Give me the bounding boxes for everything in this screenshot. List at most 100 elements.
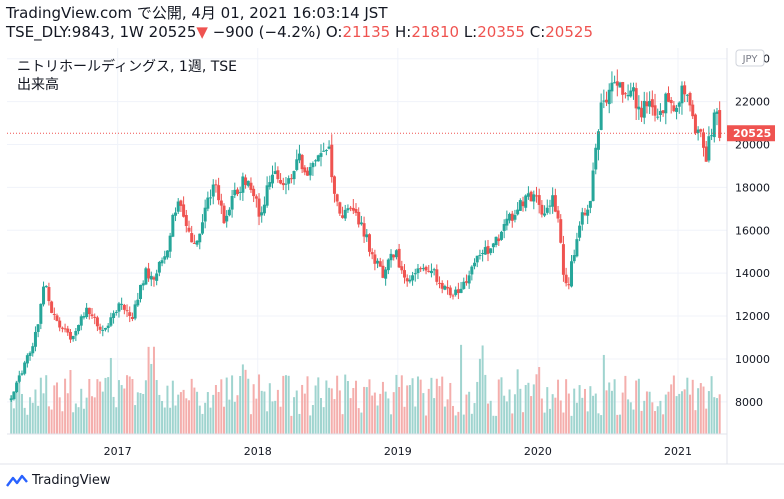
candle-body [203, 207, 207, 222]
volume-bar [570, 415, 573, 434]
volume-bar [640, 410, 643, 434]
candle-body [529, 191, 533, 202]
candle-body [699, 129, 703, 132]
candle-body [281, 183, 285, 186]
volume-bar [196, 391, 199, 434]
candle-body [198, 233, 202, 243]
candle-body [621, 82, 625, 95]
volume-bar [10, 395, 13, 434]
candle-body [567, 284, 571, 286]
volume-bar [524, 385, 527, 434]
candle-body [330, 144, 334, 178]
volume-bar [438, 386, 441, 434]
volume-bar [228, 399, 231, 434]
candle-body [605, 99, 609, 103]
volume-bar [691, 379, 694, 434]
footer-brand[interactable]: TradingView [6, 471, 111, 491]
candle-body [341, 215, 345, 218]
candle-body [494, 236, 498, 246]
candle-body [489, 248, 493, 253]
volume-bar [670, 384, 673, 434]
volume-bar [15, 380, 18, 434]
candle-body [271, 174, 275, 184]
candle-body [20, 373, 24, 375]
volume-bar [333, 399, 336, 434]
volume-bar [390, 414, 393, 434]
volume-bar [152, 346, 155, 434]
candle-body [416, 268, 420, 274]
volume-bar [689, 394, 692, 434]
volume-bar [120, 385, 123, 434]
volume-bar [295, 390, 298, 434]
candle-body [257, 198, 261, 217]
candle-body [467, 275, 471, 284]
volume-bar [198, 405, 201, 434]
candle-body [408, 279, 412, 282]
volume-bar [637, 378, 640, 434]
volume-bar [565, 379, 568, 434]
candle-body [71, 335, 75, 340]
candle-body [508, 213, 512, 221]
volume-bar [23, 407, 26, 434]
candle-body [44, 286, 48, 288]
volume-bar [376, 405, 379, 434]
candle-body [596, 131, 600, 150]
volume-bar [31, 402, 34, 434]
volume-bar [53, 385, 56, 434]
volume-bar [328, 387, 331, 434]
candle-body [125, 310, 129, 312]
volume-bar [597, 413, 600, 434]
candle-body [427, 270, 431, 272]
candle-body [335, 194, 339, 202]
currency-badge-label: JPY [742, 54, 759, 65]
candle-body [171, 214, 175, 237]
candle-body [192, 242, 196, 244]
volume-bar [535, 374, 538, 434]
candle-body [244, 177, 248, 185]
candle-body [440, 282, 444, 289]
candle-body [311, 163, 315, 168]
volume-bar [77, 407, 80, 434]
volume-bar [258, 374, 261, 434]
candle-body [63, 328, 67, 330]
volume-bar [379, 393, 382, 434]
volume-bar [697, 388, 700, 434]
volume-bar [443, 406, 446, 434]
volume-bar [540, 398, 543, 434]
volume-bar [446, 399, 449, 434]
candle-body [640, 107, 644, 118]
volume-bar [403, 406, 406, 434]
candle-body [634, 88, 638, 109]
candle-body [87, 307, 91, 315]
candle-body [308, 167, 312, 176]
candle-body [351, 207, 355, 211]
volume-bar [562, 412, 565, 434]
volume-bar [338, 390, 341, 434]
candle-body [122, 304, 126, 310]
volume-bar [217, 391, 220, 434]
volume-bar [325, 380, 328, 434]
candle-body [163, 256, 167, 260]
candle-body [548, 205, 552, 207]
candle-body [669, 99, 673, 104]
candle-body [93, 316, 97, 318]
candle-body [586, 209, 590, 216]
candle-body [39, 303, 43, 324]
volume-bar [61, 411, 64, 434]
volume-bar [131, 379, 134, 434]
candle-body [510, 213, 514, 221]
volume-bar [495, 415, 498, 434]
candle-body [521, 201, 525, 207]
candle-body [570, 261, 574, 287]
candle-body [580, 212, 584, 225]
candle-body [295, 159, 299, 170]
volume-bar [481, 345, 484, 434]
volume-bar [274, 400, 277, 434]
candle-body [25, 355, 29, 364]
volume-bar [109, 357, 112, 434]
price-change: −900 (−4.2%) [212, 23, 322, 41]
volume-bar [400, 375, 403, 434]
candle-body [219, 200, 223, 206]
currency-badge [735, 49, 765, 67]
